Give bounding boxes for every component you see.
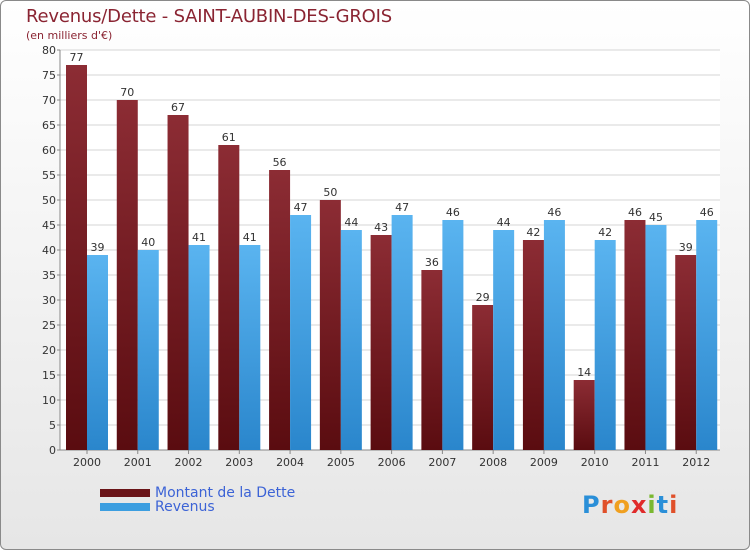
chart-subtitle: (en milliers d'€) [26, 29, 113, 42]
x-tick-label: 2011 [631, 456, 659, 469]
data-label-dette: 67 [171, 101, 185, 114]
bar-revenus [137, 250, 159, 450]
data-label-revenus: 40 [141, 236, 155, 249]
data-label-revenus: 47 [395, 201, 409, 214]
bar-revenus [493, 230, 515, 450]
legend-label-revenus: Revenus [155, 499, 215, 515]
bar-dette [66, 65, 87, 450]
bar-revenus [87, 255, 108, 450]
bar-dette [319, 200, 341, 450]
data-label-revenus: 46 [446, 206, 460, 219]
bar-dette [218, 145, 240, 450]
y-tick-label: 75 [42, 69, 56, 82]
x-tick-label: 2008 [479, 456, 507, 469]
data-label-dette: 36 [425, 256, 439, 269]
bar-dette [269, 170, 291, 450]
chart-title: Revenus/Dette - SAINT-AUBIN-DES-GROIS [26, 6, 392, 27]
y-tick-label: 55 [42, 169, 56, 182]
bar-dette [573, 380, 595, 450]
bar-revenus [391, 215, 413, 450]
x-tick-label: 2000 [73, 456, 101, 469]
y-tick-label: 70 [42, 94, 56, 107]
bar-revenus [239, 245, 261, 450]
data-label-dette: 77 [70, 51, 84, 64]
logo-letter: t [656, 491, 670, 519]
data-label-revenus: 46 [547, 206, 561, 219]
data-label-dette: 61 [222, 131, 236, 144]
y-tick-label: 45 [42, 219, 56, 232]
y-tick-label: 50 [42, 194, 56, 207]
data-label-revenus: 42 [598, 226, 612, 239]
bar-revenus [188, 245, 210, 450]
data-label-dette: 43 [374, 221, 388, 234]
x-tick-label: 2007 [428, 456, 456, 469]
y-tick-label: 25 [42, 319, 56, 332]
bar-dette [522, 240, 544, 450]
bar-revenus [442, 220, 464, 450]
bar-revenus [290, 215, 312, 450]
bar-revenus [543, 220, 565, 450]
legend-swatch-revenus [100, 503, 150, 511]
y-tick-label: 65 [42, 119, 56, 132]
data-label-dette: 14 [577, 366, 591, 379]
logo-letter: o [613, 491, 631, 519]
bar-dette [167, 115, 189, 450]
y-tick-label: 10 [42, 394, 56, 407]
data-label-dette: 70 [120, 86, 134, 99]
y-tick-label: 0 [49, 444, 56, 457]
y-tick-label: 20 [42, 344, 56, 357]
x-tick-label: 2004 [276, 456, 304, 469]
y-tick-label: 60 [42, 144, 56, 157]
data-label-revenus: 41 [243, 231, 257, 244]
logo-letter: P [582, 491, 601, 519]
data-label-dette: 46 [628, 206, 642, 219]
x-tick-label: 2002 [175, 456, 203, 469]
logo-letter: x [630, 491, 648, 519]
y-tick-label: 30 [42, 294, 56, 307]
x-tick-label: 2003 [225, 456, 253, 469]
y-tick-label: 35 [42, 269, 56, 282]
bar-dette [624, 220, 646, 450]
y-tick-label: 80 [42, 44, 56, 57]
y-tick-label: 40 [42, 244, 56, 257]
data-label-dette: 29 [476, 291, 490, 304]
bar-revenus [340, 230, 362, 450]
x-tick-label: 2005 [327, 456, 355, 469]
proxiti-logo: Proxiti [582, 491, 678, 519]
y-tick-label: 5 [49, 419, 56, 432]
data-label-revenus: 44 [497, 216, 511, 229]
bar-dette [472, 305, 494, 450]
x-tick-label: 2010 [581, 456, 609, 469]
x-tick-label: 2006 [378, 456, 406, 469]
bar-dette [116, 100, 138, 450]
data-label-revenus: 45 [649, 211, 663, 224]
data-label-dette: 50 [323, 186, 337, 199]
bar-dette [370, 235, 392, 450]
bar-dette [421, 270, 443, 450]
data-label-revenus: 39 [91, 241, 105, 254]
y-tick-label: 15 [42, 369, 56, 382]
logo-letter: i [669, 491, 679, 519]
data-label-revenus: 47 [294, 201, 308, 214]
bar-dette [675, 255, 697, 450]
data-label-revenus: 46 [700, 206, 714, 219]
bar-revenus [696, 220, 718, 450]
x-tick-label: 2009 [530, 456, 558, 469]
data-label-dette: 39 [679, 241, 693, 254]
bar-revenus [645, 225, 667, 450]
data-label-dette: 42 [526, 226, 540, 239]
x-tick-label: 2001 [124, 456, 152, 469]
logo-letter: i [647, 491, 657, 519]
legend-label-dette: Montant de la Dette [155, 485, 296, 501]
x-tick-label: 2012 [682, 456, 710, 469]
data-label-dette: 56 [273, 156, 287, 169]
data-label-revenus: 44 [344, 216, 358, 229]
data-label-revenus: 41 [192, 231, 206, 244]
bar-revenus [594, 240, 616, 450]
legend-swatch-dette [100, 489, 150, 497]
logo-letter: r [600, 491, 614, 519]
